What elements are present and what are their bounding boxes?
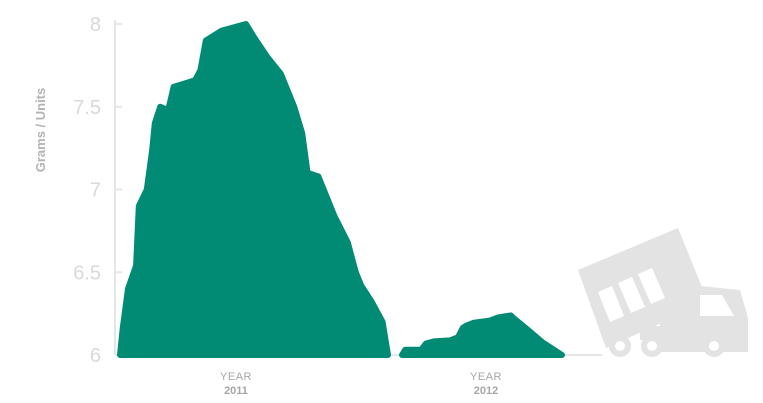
data-mound-2012 [399,312,565,358]
y-tick-label: 8 [90,14,101,36]
y-tick-label: 6 [90,345,101,367]
y-tick-label: 7 [90,180,101,202]
dump-truck-icon [578,228,748,357]
data-mound-2011 [117,21,391,358]
y-tick-label: 6.5 [73,262,101,284]
x-category-label-top: YEAR [470,371,502,383]
x-category-label-top: YEAR [220,371,252,383]
y-tick-label: 7.5 [73,97,101,119]
data-marks [117,21,565,358]
y-axis-ticks: 6 6.5 7 7.5 8 [73,14,122,367]
y-axis-label: Grams / Units [33,88,48,173]
x-category-labels: YEAR 2011 YEAR 2012 [220,371,502,397]
x-category-label-bottom: 2011 [224,385,248,397]
x-category-label-bottom: 2012 [474,385,498,397]
